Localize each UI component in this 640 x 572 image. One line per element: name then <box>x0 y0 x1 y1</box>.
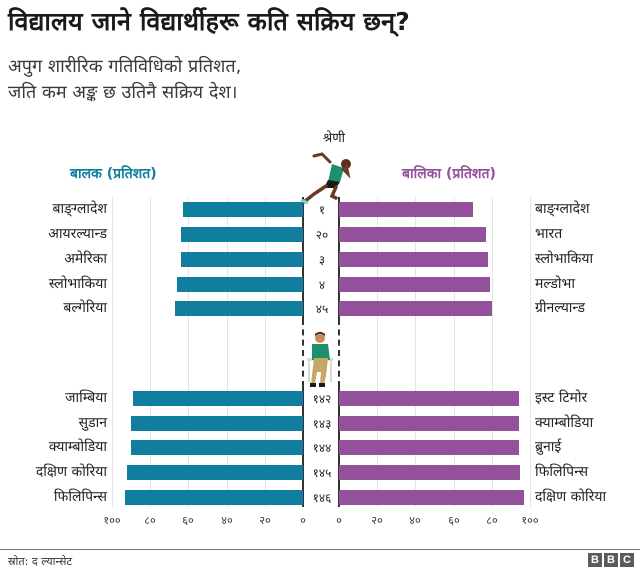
boys-zero-axis-bottom <box>302 387 304 507</box>
girls-bar <box>339 490 524 505</box>
boys-bar <box>131 416 303 431</box>
boys-bar <box>125 490 303 505</box>
boys-axis-tick: ४० <box>221 514 233 527</box>
subtitle-line-2: जति कम अङ्क छ उतिनै सक्रिय देश। <box>8 82 238 103</box>
rank-value: १४६ <box>312 491 332 505</box>
footer-divider <box>0 549 640 550</box>
boys-country-label: सुडान <box>78 415 107 431</box>
boys-series-label: बालक (प्रतिशत) <box>70 166 157 182</box>
girls-bar <box>339 277 490 292</box>
girls-bar <box>339 416 519 431</box>
girls-country-label: बाङ्ग्लादेश <box>535 201 590 217</box>
rank-value: ३ <box>318 253 326 267</box>
rank-value: १४३ <box>312 417 332 431</box>
boys-country-label: बल्गेरिया <box>63 300 107 316</box>
runner-icon <box>300 152 351 204</box>
boys-bar <box>127 465 303 480</box>
boys-country-label: आयरल्यान्ड <box>48 226 107 242</box>
rank-header: श्रेणी <box>323 131 345 146</box>
boys-bar <box>181 227 303 242</box>
rank-value: १४४ <box>312 441 332 455</box>
boys-zero-axis-dashed <box>302 319 304 387</box>
girls-axis-tick: ० <box>336 514 342 527</box>
rank-value: ४५ <box>315 302 329 316</box>
girls-axis-tick: ८० <box>486 514 498 527</box>
girls-country-label: ब्रुनाई <box>535 439 562 455</box>
girls-country-label: दक्षिण कोरिया <box>535 489 607 505</box>
girls-country-label: फिलिपिन्स <box>535 464 589 480</box>
girls-country-label: स्लोभाकिया <box>535 251 594 267</box>
boys-bar <box>177 277 303 292</box>
boys-gridline <box>227 197 228 507</box>
rank-value: २० <box>315 228 329 242</box>
girls-gridline <box>415 197 416 507</box>
girls-bar <box>339 252 488 267</box>
boys-country-label: क्याम्बोडिया <box>48 439 107 455</box>
girls-country-label: मल्डोभा <box>535 276 575 292</box>
boys-gridline <box>112 197 113 507</box>
girls-axis-tick: २० <box>371 514 383 527</box>
bbc-logo: B B C <box>588 553 634 567</box>
girls-country-label: क्याम्बोडिया <box>535 415 594 431</box>
girls-gridline <box>492 197 493 507</box>
subtitle-line-1: अपुग शारीरिक गतिविधिको प्रतिशत, <box>8 56 242 77</box>
bbc-logo-b2: B <box>604 553 618 567</box>
girls-bar <box>339 301 492 316</box>
boys-country-label: अमेरिका <box>64 251 107 267</box>
boys-zero-axis-top <box>302 197 304 319</box>
rank-value: १ <box>318 203 326 217</box>
girls-bar <box>339 202 473 217</box>
boys-axis-tick: ६० <box>182 514 194 527</box>
boys-gridline <box>188 197 189 507</box>
bbc-logo-c: C <box>620 553 634 567</box>
girls-series-label: बालिका (प्रतिशत) <box>402 166 496 182</box>
boys-country-label: फिलिपिन्स <box>53 489 107 505</box>
girls-bar <box>339 465 520 480</box>
rank-value: १४२ <box>312 392 332 406</box>
source-note: स्रोत: द ल्यान्सेट <box>8 555 72 568</box>
boys-gridline <box>265 197 266 507</box>
boys-country-label: दक्षिण कोरिया <box>35 464 107 480</box>
bbc-logo-b1: B <box>588 553 602 567</box>
boys-country-label: स्लोभाकिया <box>48 276 107 292</box>
boys-axis-tick: ० <box>300 514 306 527</box>
girls-country-label: इस्ट टिमोर <box>535 390 588 406</box>
girls-gridline <box>530 197 531 507</box>
girls-zero-axis-dashed <box>338 319 340 387</box>
rank-value: १४५ <box>312 466 332 480</box>
boys-axis-tick: २० <box>259 514 271 527</box>
boys-country-label: बाङ्ग्लादेश <box>52 201 107 217</box>
girls-axis-tick: ४० <box>409 514 421 527</box>
girls-axis-tick: ६० <box>448 514 460 527</box>
boys-bar <box>175 301 303 316</box>
rank-value: ४ <box>318 278 326 292</box>
girls-bar <box>339 440 519 455</box>
boys-bar <box>181 252 303 267</box>
girls-bar <box>339 391 519 406</box>
boys-bar <box>131 440 303 455</box>
seated-person-icon <box>307 332 333 387</box>
boys-axis-tick: १०० <box>103 514 121 527</box>
girls-axis-tick: १०० <box>521 514 539 527</box>
chart-title: विद्यालय जाने विद्यार्थीहरू कति सक्रिय छ… <box>8 7 410 36</box>
boys-gridline <box>150 197 151 507</box>
boys-axis-tick: ८० <box>144 514 156 527</box>
boys-bar <box>133 391 303 406</box>
chart-subtitle: अपुग शारीरिक गतिविधिको प्रतिशत, जति कम अ… <box>8 54 241 106</box>
girls-bar <box>339 227 486 242</box>
boys-country-label: जाम्बिया <box>65 390 107 406</box>
girls-gridline <box>454 197 455 507</box>
girls-gridline <box>377 197 378 507</box>
girls-country-label: ग्रीनल्यान्ड <box>535 300 585 316</box>
girls-country-label: भारत <box>535 226 563 242</box>
boys-bar <box>183 202 303 217</box>
